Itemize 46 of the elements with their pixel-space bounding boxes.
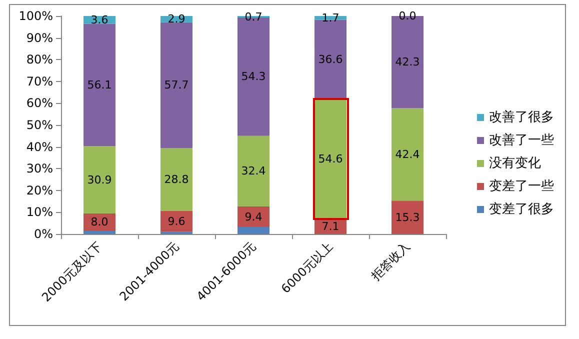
bar	[160, 210, 192, 232]
data-label: 3.6	[90, 13, 108, 26]
bar	[84, 230, 116, 234]
bar	[314, 20, 346, 100]
y-tick-label: 50%	[26, 118, 53, 132]
data-label: 2.9	[168, 12, 186, 26]
bar	[84, 24, 116, 146]
y-tick-label: 60%	[26, 96, 53, 110]
data-label: 9.6	[168, 214, 186, 228]
data-label: 8.0	[90, 216, 108, 229]
data-label: 7.1	[322, 220, 340, 233]
y-tick-label: 100%	[18, 9, 53, 23]
data-label: 30.9	[87, 173, 112, 186]
data-label: 36.6	[318, 53, 343, 66]
y-tick-label: 10%	[26, 205, 53, 220]
legend-label: 改善了很多	[489, 109, 554, 125]
y-tick-label: 30%	[26, 162, 53, 176]
data-label: 57.7	[164, 78, 189, 92]
bar	[84, 146, 116, 214]
data-label: 56.1	[87, 78, 112, 92]
data-label: 9.4	[244, 210, 262, 224]
y-tick-label: 20%	[26, 183, 53, 198]
data-label: 28.8	[164, 173, 189, 186]
y-tick-label: 0%	[34, 227, 53, 241]
data-label: 54.3	[241, 70, 266, 84]
y-tick-label: 70%	[26, 74, 53, 88]
bar	[160, 148, 192, 211]
bar	[238, 136, 270, 207]
bar	[392, 108, 424, 201]
bar	[392, 200, 424, 234]
y-tick-label: 40%	[26, 140, 53, 154]
data-label: 15.3	[395, 210, 420, 224]
data-label: 42.3	[395, 56, 420, 69]
bar	[160, 22, 192, 148]
x-tick-label: 拒答收入	[368, 239, 412, 284]
legend-label: 没有变化	[489, 156, 541, 171]
bar	[238, 227, 270, 234]
y-tick-label: 90%	[26, 30, 53, 45]
data-label: 32.4	[241, 164, 266, 178]
legend-label: 变差了很多	[489, 202, 554, 217]
y-tick-label: 80%	[26, 52, 53, 67]
data-label: 54.6	[318, 152, 343, 166]
bar	[238, 206, 270, 228]
legend-label: 改善了一些	[489, 132, 554, 148]
legend-label: 变差了一些	[489, 179, 554, 194]
data-label: 42.4	[395, 148, 420, 161]
